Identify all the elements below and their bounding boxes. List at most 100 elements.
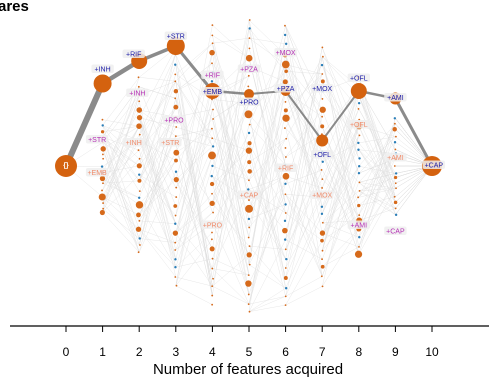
faint-edge	[102, 208, 140, 239]
faint-edge	[322, 190, 359, 223]
faint-edge	[321, 126, 360, 221]
faint-edge	[175, 43, 213, 82]
faint-edge	[285, 116, 323, 269]
main-path-node	[55, 155, 77, 177]
faint-edge	[212, 86, 250, 279]
node	[245, 147, 253, 154]
x-axis-label: Number of features acquired	[153, 361, 343, 378]
node	[99, 175, 106, 182]
node-label-bg	[311, 150, 334, 159]
node	[284, 203, 287, 206]
node	[136, 114, 143, 121]
node	[175, 186, 178, 189]
main-path-edge	[393, 97, 434, 168]
node	[209, 49, 215, 56]
faint-edge	[139, 109, 176, 137]
node	[210, 238, 213, 241]
node	[174, 258, 177, 261]
x-tick-label: 7	[319, 345, 326, 359]
faint-edge	[321, 65, 360, 159]
faint-edge	[285, 194, 323, 277]
faint-edge	[212, 99, 250, 181]
faint-edge	[175, 81, 213, 139]
faint-edge	[139, 116, 176, 166]
faint-edge	[175, 64, 213, 120]
faint-edge	[285, 176, 323, 189]
node	[284, 295, 287, 298]
faint-edge	[248, 176, 286, 190]
node	[246, 252, 252, 258]
node	[357, 101, 361, 105]
faint-edge	[212, 162, 250, 224]
faint-edge	[358, 177, 396, 248]
node-label: +MOX	[312, 86, 332, 93]
node	[393, 117, 397, 120]
node	[283, 219, 287, 223]
node-label-bg	[122, 49, 145, 58]
faint-edge	[138, 54, 177, 135]
node	[357, 171, 361, 175]
node	[247, 293, 250, 296]
faint-edge	[138, 117, 177, 188]
faint-edge	[321, 86, 360, 241]
faint-edge	[358, 86, 396, 150]
node	[319, 230, 326, 236]
x-tick-label: 1	[99, 345, 106, 359]
faint-edge	[248, 28, 286, 205]
x-tick-label: 8	[355, 345, 362, 359]
faint-edge	[358, 196, 396, 206]
node	[211, 294, 214, 297]
node-label: +STR	[161, 140, 179, 147]
faint-edge	[212, 43, 250, 151]
faint-edge	[102, 125, 140, 230]
faint-edge	[175, 233, 213, 287]
node-label: +AMI	[387, 95, 404, 102]
faint-edge	[285, 161, 323, 240]
faint-edge	[175, 155, 213, 251]
node	[138, 219, 141, 222]
node	[248, 263, 251, 266]
faint-edge	[285, 64, 323, 119]
faint-edge	[175, 109, 213, 286]
node	[393, 165, 396, 167]
node	[393, 200, 398, 205]
faint-edge	[358, 95, 396, 203]
node	[174, 170, 178, 173]
faint-edge	[212, 118, 250, 238]
node	[174, 266, 177, 269]
faint-edge	[138, 126, 177, 224]
faint-edge	[248, 28, 286, 72]
node-label-bg	[237, 64, 261, 73]
node-label: +INH	[129, 91, 145, 98]
node	[394, 182, 397, 185]
faint-edge	[358, 86, 396, 215]
faint-edge	[285, 169, 323, 185]
node	[247, 160, 252, 165]
node-label-bg	[85, 168, 109, 177]
node	[136, 212, 141, 218]
node-label: +CAP	[240, 193, 259, 200]
faint-edge	[212, 193, 250, 256]
node-label-bg	[85, 135, 109, 144]
node	[211, 164, 214, 168]
node	[247, 188, 250, 191]
faint-edge	[358, 190, 396, 209]
node	[321, 115, 324, 118]
faint-edge	[212, 189, 250, 269]
node	[248, 27, 251, 30]
node-label: +CAP	[386, 229, 405, 236]
node-label: +RIF	[126, 52, 141, 59]
x-tick-label: 2	[136, 345, 143, 359]
faint-edge	[322, 222, 359, 238]
node	[284, 287, 288, 290]
faint-edge	[138, 101, 177, 260]
faint-edge	[212, 35, 250, 59]
faint-edge	[358, 190, 396, 216]
node	[283, 108, 288, 113]
node	[138, 133, 141, 136]
node	[320, 124, 325, 129]
node-label: +PZA	[277, 86, 295, 93]
faint-edge	[212, 37, 250, 44]
node-label: +CAP	[425, 163, 444, 170]
